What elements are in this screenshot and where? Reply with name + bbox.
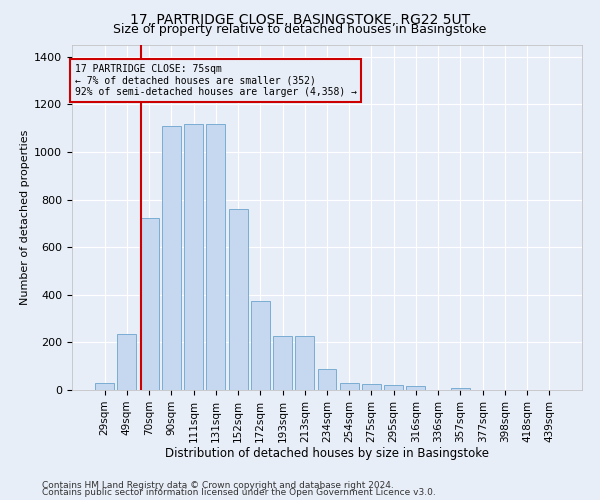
Bar: [140, 218, 158, 390]
Bar: [317, 368, 337, 390]
Bar: [229, 209, 248, 390]
Bar: [118, 334, 136, 390]
Bar: [184, 124, 203, 390]
Bar: [384, 385, 403, 390]
X-axis label: Distribution of detached houses by size in Basingstoke: Distribution of detached houses by size …: [165, 448, 489, 460]
Bar: [273, 336, 292, 390]
Bar: [162, 126, 181, 390]
Bar: [340, 383, 359, 390]
Bar: [362, 384, 381, 390]
Bar: [206, 124, 225, 390]
Text: Contains HM Land Registry data © Crown copyright and database right 2024.: Contains HM Land Registry data © Crown c…: [42, 480, 394, 490]
Text: 17, PARTRIDGE CLOSE, BASINGSTOKE, RG22 5UT: 17, PARTRIDGE CLOSE, BASINGSTOKE, RG22 5…: [130, 12, 470, 26]
Bar: [251, 301, 270, 390]
Text: 17 PARTRIDGE CLOSE: 75sqm
← 7% of detached houses are smaller (352)
92% of semi-: 17 PARTRIDGE CLOSE: 75sqm ← 7% of detach…: [74, 64, 356, 97]
Text: Size of property relative to detached houses in Basingstoke: Size of property relative to detached ho…: [113, 22, 487, 36]
Bar: [295, 336, 314, 390]
Text: Contains public sector information licensed under the Open Government Licence v3: Contains public sector information licen…: [42, 488, 436, 497]
Y-axis label: Number of detached properties: Number of detached properties: [20, 130, 30, 305]
Bar: [95, 383, 114, 390]
Bar: [451, 388, 470, 390]
Bar: [406, 386, 425, 390]
